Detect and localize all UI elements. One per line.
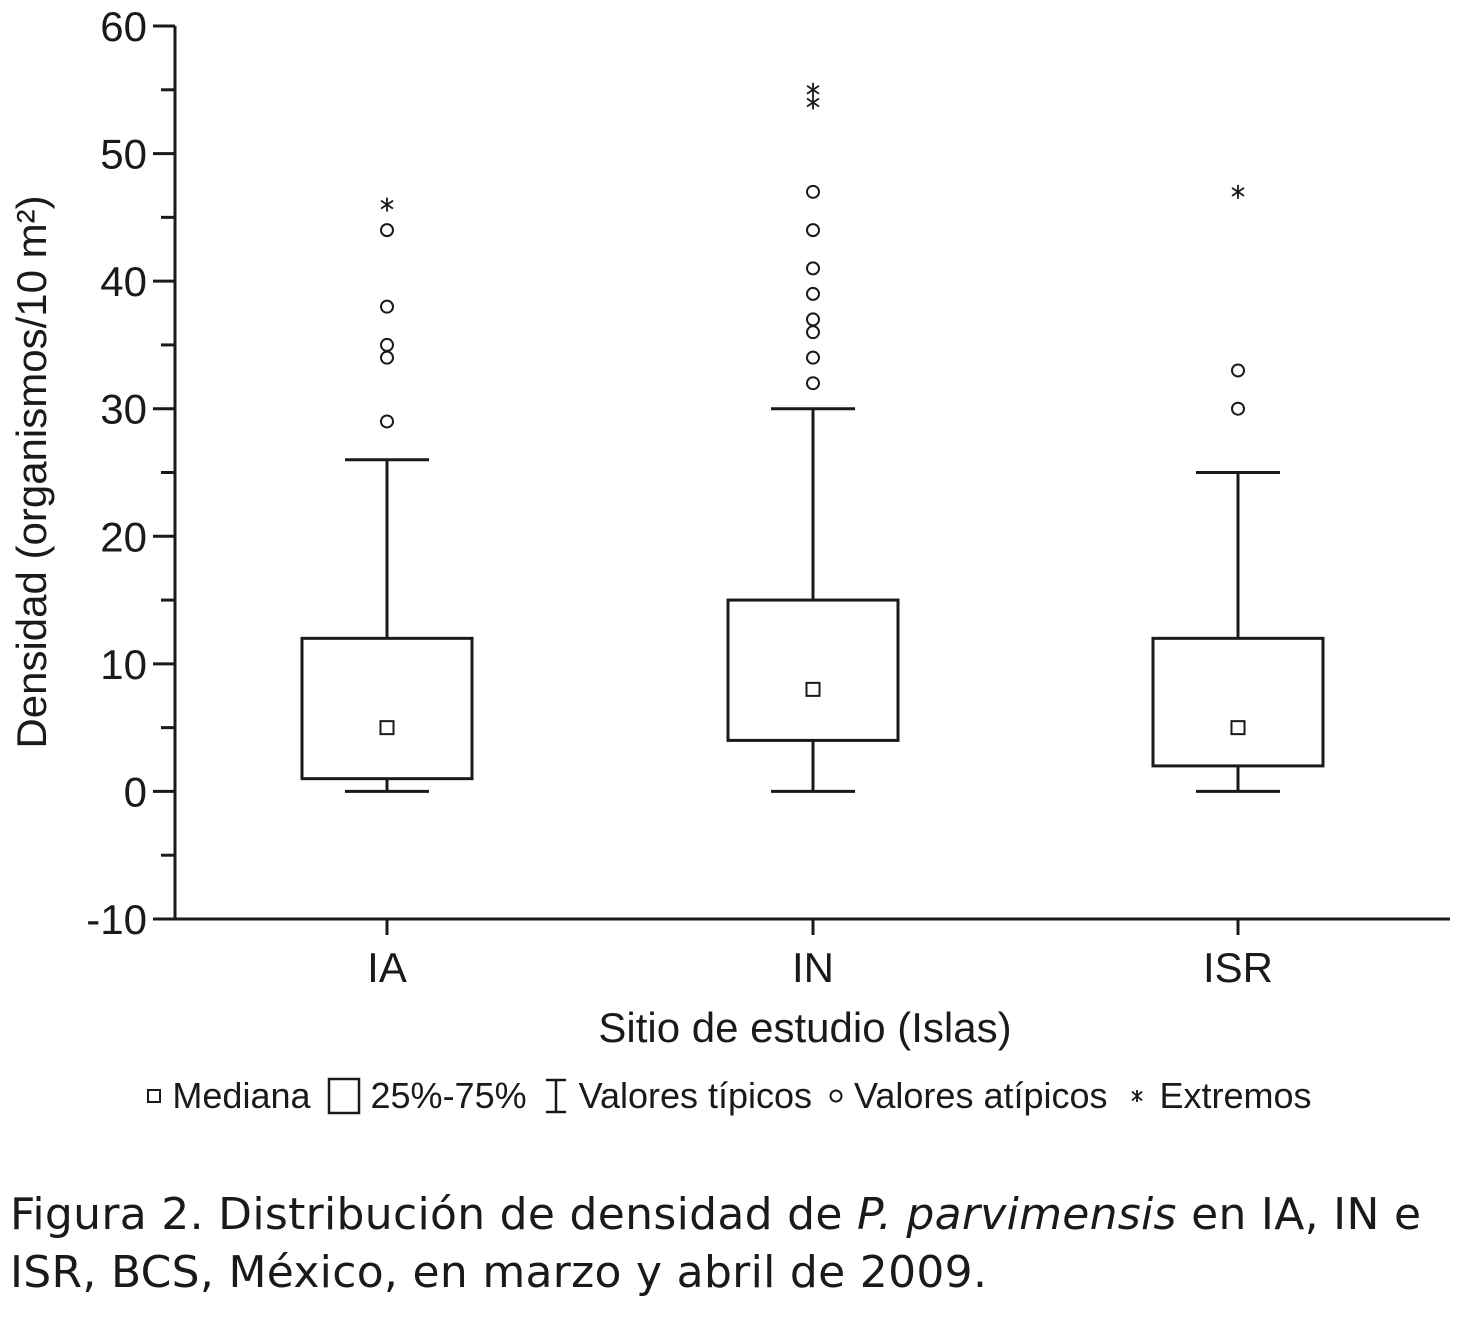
asterisk-icon — [1130, 1090, 1143, 1102]
outlier-point — [806, 325, 820, 340]
median-marker — [1230, 720, 1246, 736]
outlier-point — [380, 299, 394, 314]
box-plot-chart: -10 0 10 20 30 40 50 60 IA IN ISR Densidad (organi… — [8, 3, 1450, 1051]
y-tick-label: 10 — [100, 641, 147, 688]
median-marker — [805, 681, 821, 697]
x-tick-label: ISR — [1203, 944, 1273, 991]
iqr-box — [300, 636, 474, 781]
whisker-icon — [545, 1078, 566, 1114]
y-tick-label: 40 — [100, 258, 147, 305]
legend-label-outlier: Valores atípicos — [854, 1075, 1108, 1116]
extreme-point — [806, 82, 820, 97]
outlier-point — [1231, 363, 1245, 378]
outlier-point — [806, 261, 820, 276]
circle-icon — [829, 1089, 843, 1103]
outlier-point — [1231, 401, 1245, 416]
legend-item-outlier: Valores atípicos — [828, 1075, 1108, 1117]
legend-label-whisker: Valores típicos — [578, 1075, 813, 1116]
legend-label-extreme: Extremos — [1159, 1075, 1312, 1116]
y-tick-label: -10 — [86, 896, 147, 943]
outlier-point — [380, 223, 394, 238]
y-tick-label: 30 — [100, 386, 147, 433]
legend-item-whisker: Valores típicos — [543, 1075, 812, 1117]
boxes — [300, 82, 1325, 793]
axes: -10 0 10 20 30 40 50 60 IA IN ISR — [86, 3, 1450, 991]
legend-item-box: 25%-75% — [327, 1075, 527, 1117]
outlier-point — [380, 337, 394, 352]
box-isr — [1151, 184, 1325, 793]
outlier-point — [806, 350, 820, 365]
iqr-box — [1151, 636, 1325, 768]
legend-item-median: Mediana — [146, 1075, 311, 1117]
legend-label-median: Mediana — [172, 1075, 311, 1116]
outlier-point — [380, 414, 394, 429]
legend-item-extreme: Extremos — [1124, 1075, 1312, 1117]
legend: Mediana 25%-75% Valores típicos Valores … — [0, 1072, 1458, 1120]
figure-caption: Figura 2. Distribución de densidad de P.… — [10, 1186, 1450, 1302]
extreme-point — [380, 197, 394, 212]
outlier-point — [806, 184, 820, 199]
x-tick-label: IN — [792, 944, 834, 991]
y-axis-label: Densidad (organismos/10 m²) — [8, 195, 55, 748]
iqr-box — [726, 598, 900, 742]
extreme-point — [1231, 184, 1245, 199]
outlier-point — [806, 312, 820, 327]
y-tick-label: 60 — [100, 3, 147, 50]
y-tick-label: 20 — [100, 513, 147, 560]
outlier-point — [806, 286, 820, 301]
box-ia — [300, 197, 474, 793]
median-square-icon — [147, 1089, 162, 1103]
caption-suffix: en IA, IN e ISR, BCS, México, en marzo y… — [10, 1189, 1422, 1298]
outlier-point — [806, 223, 820, 238]
box-icon — [327, 1077, 360, 1115]
outlier-point — [380, 350, 394, 365]
caption-prefix: Figura 2. Distribución de densidad de — [10, 1189, 857, 1240]
y-tick-label: 0 — [124, 768, 147, 815]
x-axis-label: Sitio de estudio (Islas) — [598, 1004, 1011, 1051]
legend-label-box: 25%-75% — [370, 1075, 527, 1116]
caption-species: P. parvimensis — [857, 1189, 1177, 1240]
extreme-point — [806, 95, 820, 110]
x-tick-label: IA — [367, 944, 407, 991]
outlier-point — [806, 376, 820, 391]
median-marker — [379, 720, 395, 736]
y-tick-label: 50 — [100, 131, 147, 178]
box-in — [726, 82, 900, 793]
